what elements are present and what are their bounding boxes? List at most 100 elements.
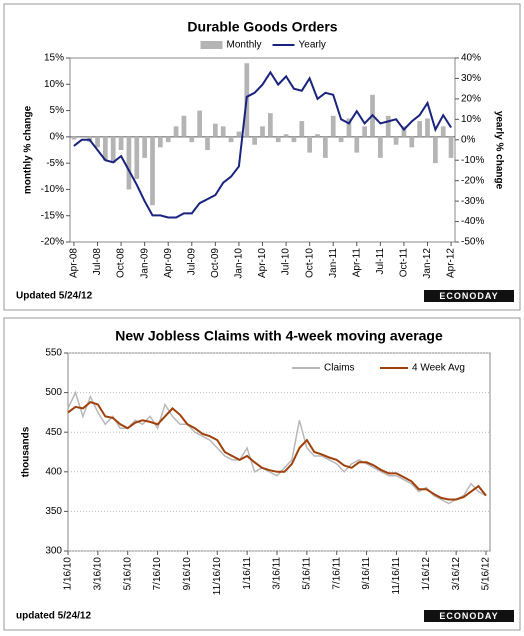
- y-tick-label: -10%: [41, 184, 64, 195]
- bar: [307, 136, 312, 153]
- note: Updated 5/24/12: [16, 291, 93, 302]
- bar: [346, 118, 352, 137]
- bar: [330, 115, 336, 137]
- bar: [425, 118, 430, 137]
- legend-label: Claims: [324, 363, 355, 374]
- y2-tick-label: -50%: [461, 237, 484, 248]
- x-tick-label: 9/16/11: [361, 557, 372, 590]
- x-tick-label: Apr-08: [69, 248, 80, 278]
- plot-area: [67, 352, 491, 552]
- x-tick-label: 7/16/10: [152, 557, 163, 591]
- note: updated 5/24/12: [16, 611, 91, 622]
- x-tick-label: Jan-12: [422, 248, 433, 279]
- bar: [236, 131, 242, 137]
- legend-label: Monthly: [227, 40, 262, 51]
- bar: [354, 136, 360, 153]
- y-axis-label: monthly % change: [23, 105, 34, 194]
- bar: [165, 136, 171, 143]
- y-tick-label: 400: [45, 466, 62, 477]
- y-tick-label: 15%: [44, 53, 64, 64]
- x-tick-label: Oct-11: [399, 248, 410, 278]
- x-tick-label: 3/16/11: [272, 557, 283, 590]
- bar: [323, 136, 328, 158]
- x-tick-label: 11/16/11: [391, 557, 402, 595]
- x-tick-label: Jul-10: [281, 248, 292, 276]
- y2-tick-label: -10%: [461, 155, 484, 166]
- x-tick-label: Apr-11: [351, 248, 362, 278]
- x-tick-label: 1/16/12: [421, 557, 432, 591]
- bar: [110, 136, 116, 164]
- bar: [173, 126, 179, 137]
- bar: [385, 115, 391, 137]
- bar: [134, 136, 140, 179]
- bar: [417, 121, 422, 137]
- bar: [338, 136, 344, 143]
- y2-tick-label: 40%: [461, 53, 481, 64]
- line: [67, 400, 487, 501]
- y-tick-label: 550: [45, 348, 62, 359]
- bar: [393, 136, 399, 145]
- x-tick-label: Jul-11: [375, 248, 386, 275]
- legend-swatch: [200, 41, 223, 49]
- y-tick-label: -20%: [41, 237, 64, 248]
- y2-tick-label: -30%: [461, 196, 484, 207]
- logo: ECONODAY: [439, 291, 498, 301]
- chart-title: Durable Goods Orders: [187, 19, 337, 35]
- bar: [401, 126, 407, 137]
- bar: [275, 136, 281, 143]
- line: [73, 70, 452, 219]
- x-tick-label: Apr-12: [446, 248, 457, 278]
- x-tick-label: Jul-08: [92, 248, 103, 276]
- bar: [181, 115, 187, 137]
- x-tick-label: Jul-09: [186, 248, 197, 276]
- x-tick-label: 3/16/10: [92, 557, 103, 591]
- x-tick-label: Oct-10: [304, 248, 315, 278]
- bar: [433, 136, 438, 164]
- y2-tick-label: -40%: [461, 216, 484, 227]
- y-tick-label: -5%: [46, 158, 64, 169]
- bar: [103, 136, 108, 161]
- x-tick-label: 1/16/10: [63, 557, 74, 591]
- y2-axis-label: yearly % change: [493, 111, 504, 190]
- legend-label: 4 Week Avg: [412, 363, 465, 374]
- bar: [228, 136, 234, 143]
- y2-tick-label: 20%: [461, 94, 481, 105]
- bar: [409, 136, 415, 148]
- y-tick-label: 0%: [50, 131, 65, 142]
- bar: [448, 136, 454, 158]
- bar: [283, 134, 289, 137]
- y2-tick-label: 0%: [461, 134, 476, 145]
- x-tick-label: Jan-10: [234, 248, 245, 279]
- bar: [150, 136, 155, 206]
- y2-tick-label: 10%: [461, 114, 481, 125]
- logo: ECONODAY: [439, 611, 498, 621]
- y2-tick-label: -20%: [461, 175, 484, 186]
- bar: [213, 123, 218, 137]
- x-tick-label: 11/16/10: [212, 557, 223, 596]
- y-axis-label: thousands: [21, 426, 32, 477]
- x-tick-label: 3/16/12: [451, 557, 462, 591]
- bar: [126, 136, 132, 190]
- x-tick-label: 1/16/11: [242, 557, 253, 590]
- y-tick-label: 450: [45, 427, 62, 438]
- bar: [260, 126, 265, 137]
- legend-label: Yearly: [299, 40, 326, 51]
- x-tick-label: Oct-08: [116, 248, 127, 278]
- bar: [440, 126, 446, 137]
- bar: [142, 136, 147, 158]
- x-tick-label: Apr-10: [257, 248, 268, 278]
- bar: [220, 126, 226, 137]
- bar: [362, 126, 367, 137]
- y2-tick-label: 30%: [461, 73, 481, 84]
- x-tick-label: Oct-09: [210, 248, 221, 278]
- bar: [189, 136, 195, 143]
- y-tick-label: 5%: [50, 105, 65, 116]
- x-tick-label: 5/16/11: [301, 557, 312, 590]
- bar: [197, 110, 202, 137]
- bar: [252, 136, 257, 145]
- logo-box: [424, 290, 514, 302]
- y-tick-label: 10%: [44, 79, 64, 90]
- bar: [268, 113, 273, 137]
- bar: [315, 134, 320, 137]
- x-tick-label: Jan-09: [139, 248, 150, 279]
